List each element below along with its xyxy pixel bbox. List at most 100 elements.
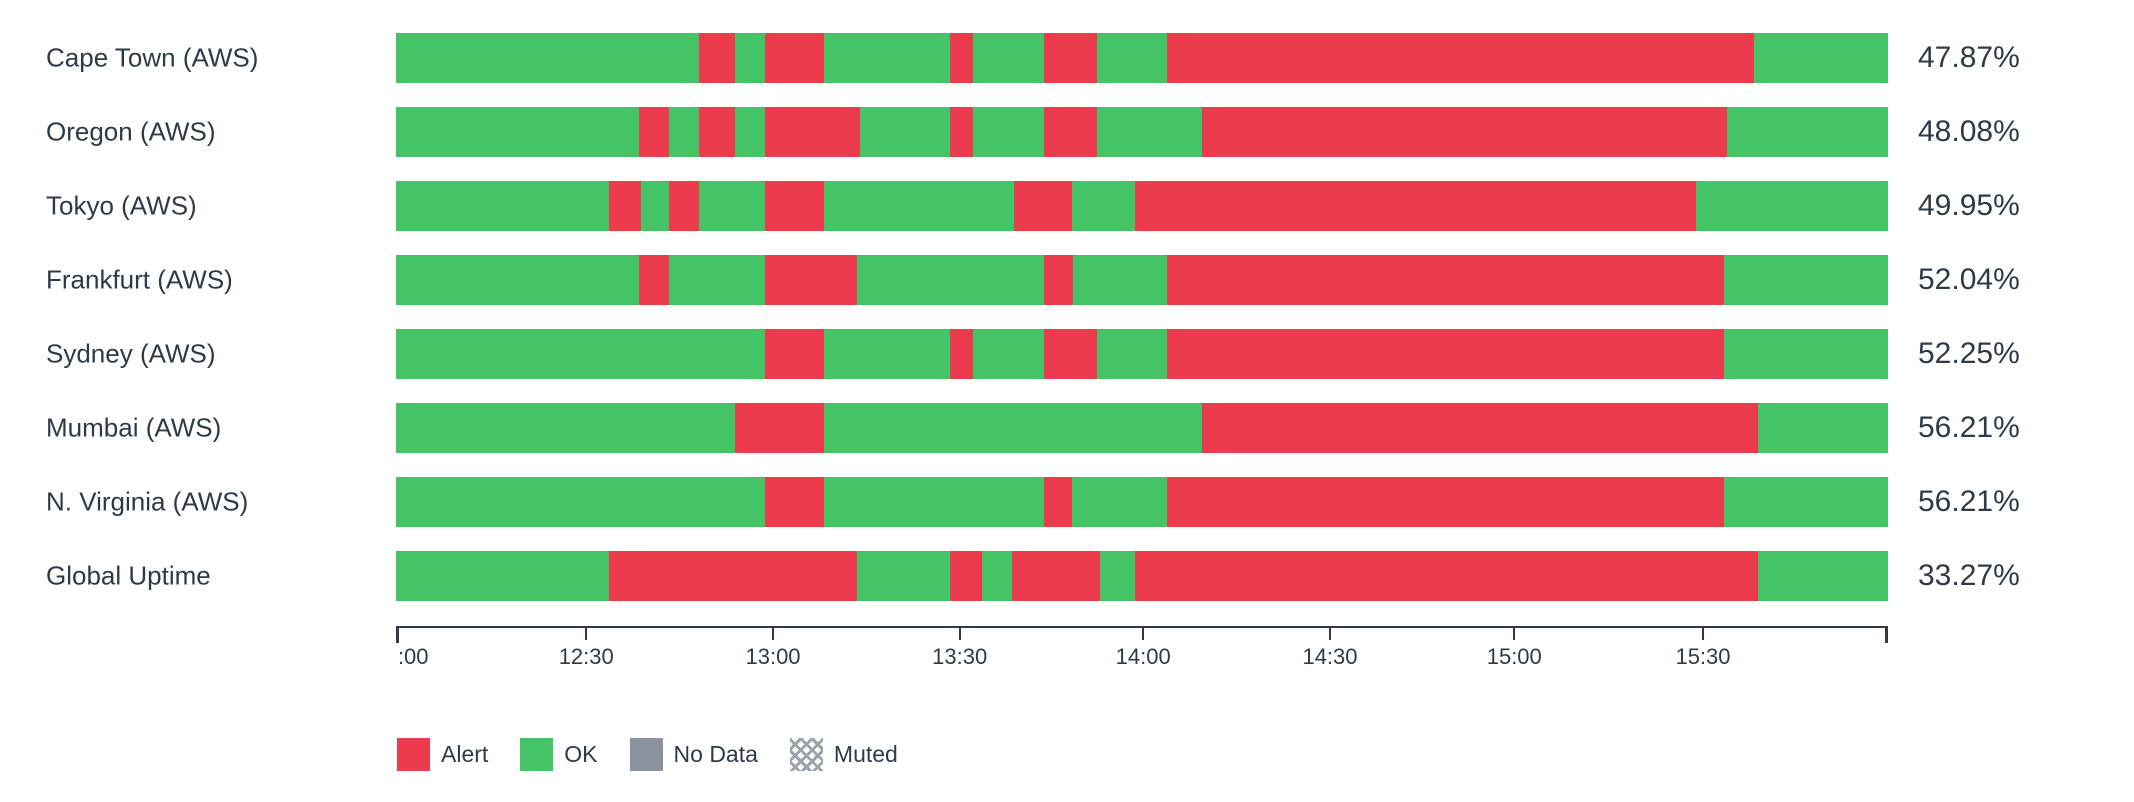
- segment-ok[interactable]: [669, 255, 765, 305]
- status-bar[interactable]: [396, 329, 1888, 379]
- segment-ok[interactable]: [640, 181, 670, 231]
- alert-swatch-icon: [397, 738, 430, 771]
- segment-ok[interactable]: [1723, 255, 1888, 305]
- segment-alert[interactable]: [1134, 551, 1759, 601]
- segment-ok[interactable]: [824, 329, 950, 379]
- ok-swatch-icon: [520, 738, 554, 771]
- segment-ok[interactable]: [973, 33, 1044, 83]
- segment-alert[interactable]: [1201, 107, 1727, 157]
- segment-ok[interactable]: [1097, 107, 1202, 157]
- status-bar[interactable]: [396, 477, 1888, 527]
- segment-alert[interactable]: [734, 403, 825, 453]
- status-bar[interactable]: [396, 33, 1888, 83]
- segment-alert[interactable]: [1167, 255, 1724, 305]
- axis-tick-label: 15:00: [1486, 644, 1542, 669]
- segment-alert[interactable]: [1134, 181, 1696, 231]
- segment-alert[interactable]: [949, 551, 983, 601]
- axis-tick: [585, 626, 588, 640]
- legend-item-muted[interactable]: Muted: [789, 738, 898, 771]
- status-bar[interactable]: [396, 551, 1888, 601]
- segment-ok[interactable]: [734, 107, 765, 157]
- segment-ok[interactable]: [973, 107, 1044, 157]
- segment-alert[interactable]: [1043, 477, 1072, 527]
- segment-ok[interactable]: [396, 477, 765, 527]
- segment-ok[interactable]: [396, 107, 640, 157]
- segment-ok[interactable]: [1758, 551, 1888, 601]
- status-bar[interactable]: [396, 403, 1888, 453]
- segment-ok[interactable]: [824, 403, 1202, 453]
- legend-item-no-data[interactable]: No Data: [629, 738, 758, 771]
- segment-ok[interactable]: [1071, 181, 1135, 231]
- segment-alert[interactable]: [1167, 477, 1724, 527]
- uptime-value: 52.04%: [1918, 263, 2020, 296]
- segment-alert[interactable]: [1167, 329, 1724, 379]
- segment-alert[interactable]: [639, 255, 670, 305]
- segment-ok[interactable]: [824, 33, 950, 83]
- segment-alert[interactable]: [764, 107, 860, 157]
- segment-alert[interactable]: [1043, 255, 1074, 305]
- segment-ok[interactable]: [860, 107, 950, 157]
- segment-ok[interactable]: [1097, 329, 1168, 379]
- axis-tick-label: :00: [397, 644, 429, 669]
- axis-tick: [396, 626, 399, 640]
- segment-ok[interactable]: [1097, 33, 1168, 83]
- segment-ok[interactable]: [824, 181, 1014, 231]
- segment-ok[interactable]: [734, 33, 765, 83]
- segment-alert[interactable]: [1043, 107, 1098, 157]
- segment-ok[interactable]: [396, 329, 765, 379]
- segment-alert[interactable]: [698, 107, 735, 157]
- segment-ok[interactable]: [1758, 403, 1888, 453]
- segment-alert[interactable]: [1201, 403, 1759, 453]
- axis-tick-label: 12:30: [558, 644, 614, 669]
- segment-ok[interactable]: [396, 181, 610, 231]
- segment-alert[interactable]: [1013, 181, 1072, 231]
- segment-ok[interactable]: [1723, 477, 1888, 527]
- segment-alert[interactable]: [1043, 329, 1098, 379]
- segment-alert[interactable]: [639, 107, 670, 157]
- segment-alert[interactable]: [949, 107, 974, 157]
- segment-ok[interactable]: [982, 551, 1013, 601]
- status-bar[interactable]: [396, 107, 1888, 157]
- segment-alert[interactable]: [1012, 551, 1101, 601]
- segment-alert[interactable]: [764, 329, 825, 379]
- segment-alert[interactable]: [609, 551, 858, 601]
- segment-ok[interactable]: [1100, 551, 1135, 601]
- segment-ok[interactable]: [1695, 181, 1888, 231]
- segment-ok[interactable]: [1071, 477, 1168, 527]
- segment-ok[interactable]: [1726, 107, 1888, 157]
- status-bar[interactable]: [396, 181, 1888, 231]
- segment-ok[interactable]: [396, 551, 610, 601]
- legend-item-alert[interactable]: Alert: [397, 738, 488, 771]
- segment-alert[interactable]: [1043, 33, 1098, 83]
- segment-ok[interactable]: [973, 329, 1044, 379]
- segment-ok[interactable]: [396, 403, 735, 453]
- segment-alert[interactable]: [764, 181, 825, 231]
- segment-ok[interactable]: [857, 255, 1044, 305]
- segment-ok[interactable]: [396, 255, 640, 305]
- segment-ok[interactable]: [1723, 329, 1888, 379]
- region-row: Frankfurt (AWS) 52.04%: [0, 255, 2134, 305]
- legend-item-ok[interactable]: OK: [520, 738, 598, 771]
- segment-alert[interactable]: [1167, 33, 1754, 83]
- muted-swatch-icon: [789, 738, 823, 771]
- axis-tick: [958, 626, 961, 640]
- segment-alert[interactable]: [764, 477, 825, 527]
- segment-ok[interactable]: [1073, 255, 1168, 305]
- segment-ok[interactable]: [1753, 33, 1888, 83]
- segment-ok[interactable]: [824, 477, 1044, 527]
- segment-alert[interactable]: [949, 33, 974, 83]
- axis-tick: [1328, 626, 1331, 640]
- region-label: N. Virginia (AWS): [46, 486, 249, 517]
- segment-ok[interactable]: [857, 551, 950, 601]
- segment-alert[interactable]: [764, 255, 858, 305]
- segment-alert[interactable]: [949, 329, 974, 379]
- legend-label: Muted: [833, 741, 898, 767]
- segment-alert[interactable]: [669, 181, 699, 231]
- segment-alert[interactable]: [764, 33, 825, 83]
- status-bar[interactable]: [396, 255, 1888, 305]
- segment-ok[interactable]: [698, 181, 765, 231]
- segment-ok[interactable]: [396, 33, 699, 83]
- segment-alert[interactable]: [609, 181, 641, 231]
- segment-alert[interactable]: [698, 33, 735, 83]
- segment-ok[interactable]: [669, 107, 699, 157]
